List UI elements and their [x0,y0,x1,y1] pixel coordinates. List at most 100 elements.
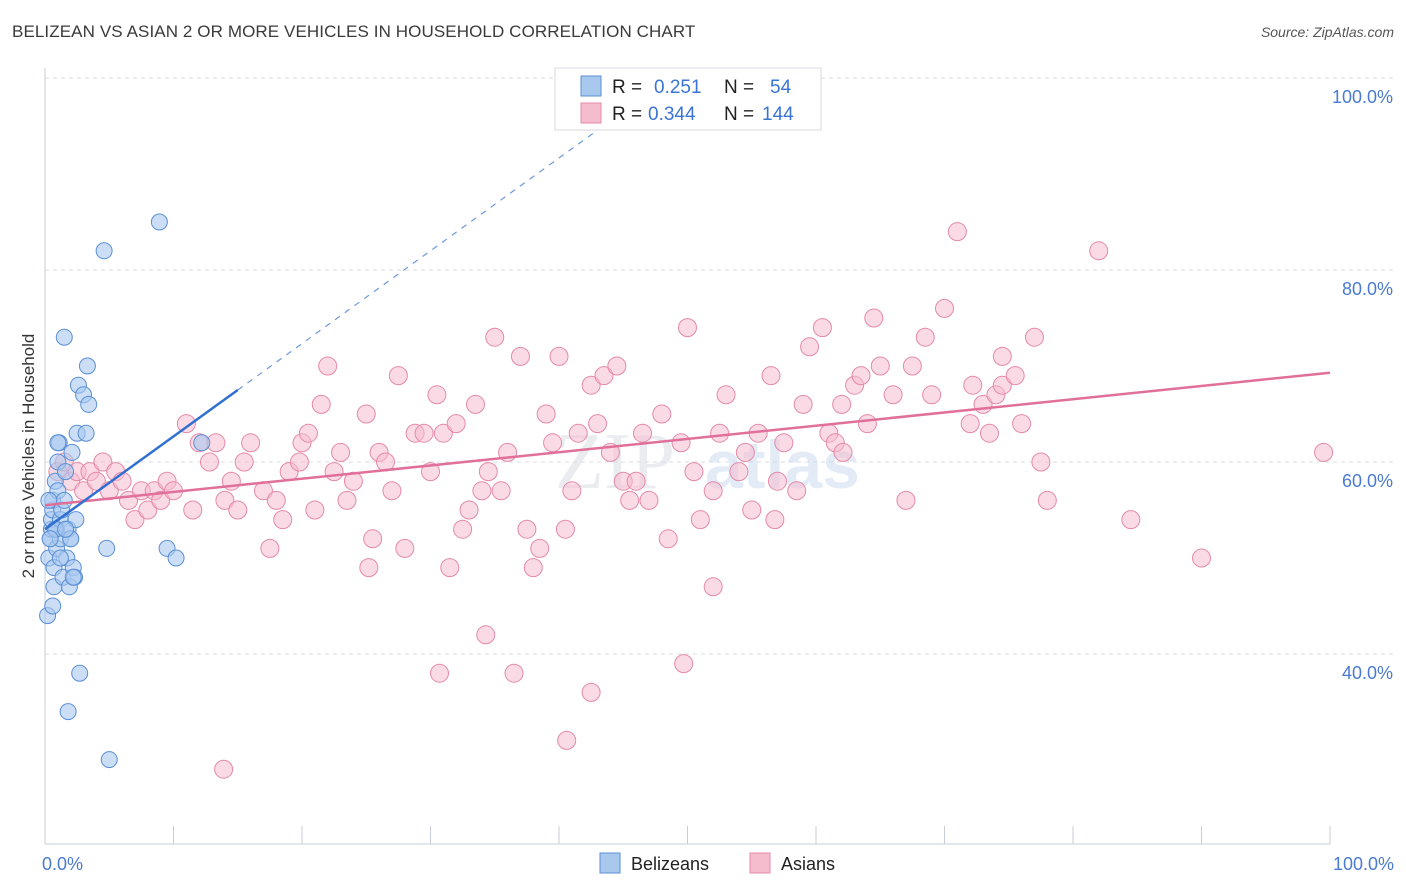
asian-point [485,327,505,347]
belizean-point [78,357,96,375]
asian-point [832,394,852,414]
asian-point [1005,366,1025,386]
belizean-point [41,530,59,548]
asian-point [125,510,145,530]
asian-point [491,481,511,501]
asian-point [1037,490,1057,510]
belizean-point [80,395,98,413]
asian-point [382,481,402,501]
asian-point [241,433,261,453]
chart-title: BELIZEAN VS ASIAN 2 OR MORE VEHICLES IN … [12,22,696,41]
asian-point [543,433,563,453]
asian-point [633,423,653,443]
asian-point [318,356,338,376]
asian-point [388,366,408,386]
asian-point [774,433,794,453]
belizean-point [71,664,89,682]
asian-point [234,452,254,472]
asian-point [992,346,1012,366]
asian-point [504,663,524,683]
asian-point [215,490,235,510]
asian-point [947,222,967,242]
asian-point [530,538,550,558]
asian-point [183,500,203,520]
asian-point [671,433,691,453]
asian-point [214,759,234,779]
belizean-point [193,434,211,452]
belizean-point [57,520,75,538]
trend-lines [44,92,1331,531]
x-ticks [44,826,1331,844]
asian-point [289,452,309,472]
legend-r-value-2: 0.344 [648,104,696,125]
asian-point [703,577,723,597]
belizean-point [150,213,168,231]
asian-point [674,654,694,674]
asian-point [395,538,415,558]
belizean-point [167,549,185,567]
asian-point [690,510,710,530]
asian-point [562,481,582,501]
asian-point [851,366,871,386]
belizeans-trend-extension [237,92,650,391]
y-axis-title: 2 or more Vehicles in Household [19,334,38,579]
asian-point [581,682,601,702]
y-tick-label: 80.0% [1342,279,1393,299]
belizean-point [77,424,95,442]
asian-point [639,490,659,510]
asian-point [979,423,999,443]
asian-point [510,346,530,366]
asian-point [557,730,577,750]
belizean-point [64,568,82,586]
legend-n-label-2: N = [724,104,754,125]
bottom-legend-belizeans: Belizeans [631,854,709,874]
source-label: Source: ZipAtlas.com [1260,24,1394,40]
asian-point [465,394,485,414]
asian-point [992,375,1012,395]
asian-point [581,375,601,395]
asian-point [228,500,248,520]
asian-point [478,462,498,482]
asian-point [864,308,884,328]
asian-point [549,346,569,366]
bottom-legend-asians: Asians [781,854,835,874]
asian-point [1314,442,1334,462]
asian-point [440,558,460,578]
legend-n-value-2: 144 [762,104,794,125]
y-tick-label: 100.0% [1332,87,1393,107]
asian-point [74,481,94,501]
belizean-point [51,549,69,567]
x-tick-label-max: 100.0% [1333,854,1394,874]
asian-point [472,481,492,501]
asian-point [626,471,646,491]
belizeans-trend-line [44,388,239,531]
asian-point [199,452,219,472]
asian-point [761,366,781,386]
asian-point [1031,452,1051,472]
asian-point [1089,241,1109,261]
asian-point [363,529,383,549]
belizean-point [59,703,77,721]
asian-point [298,423,318,443]
asian-point [793,394,813,414]
asian-point [1012,414,1032,434]
asian-point [607,356,627,376]
asian-point [324,462,344,482]
asian-point [151,490,171,510]
asian-point [922,385,942,405]
asian-point [337,490,357,510]
asian-point [729,462,749,482]
legend-r-label-2: R = [612,104,642,125]
y-tick-label: 60.0% [1342,471,1393,491]
belizeans-points [39,213,211,769]
asian-point [915,327,935,347]
belizean-point [55,328,73,346]
asian-point [555,519,575,539]
asian-point [273,510,293,530]
asian-point [1192,548,1211,568]
asian-point [433,423,453,443]
y-tick-labels: 40.0% 60.0% 80.0% 100.0% [1332,87,1393,683]
asian-point [446,414,466,434]
belizean-point [100,751,118,769]
asian-point [800,337,820,357]
